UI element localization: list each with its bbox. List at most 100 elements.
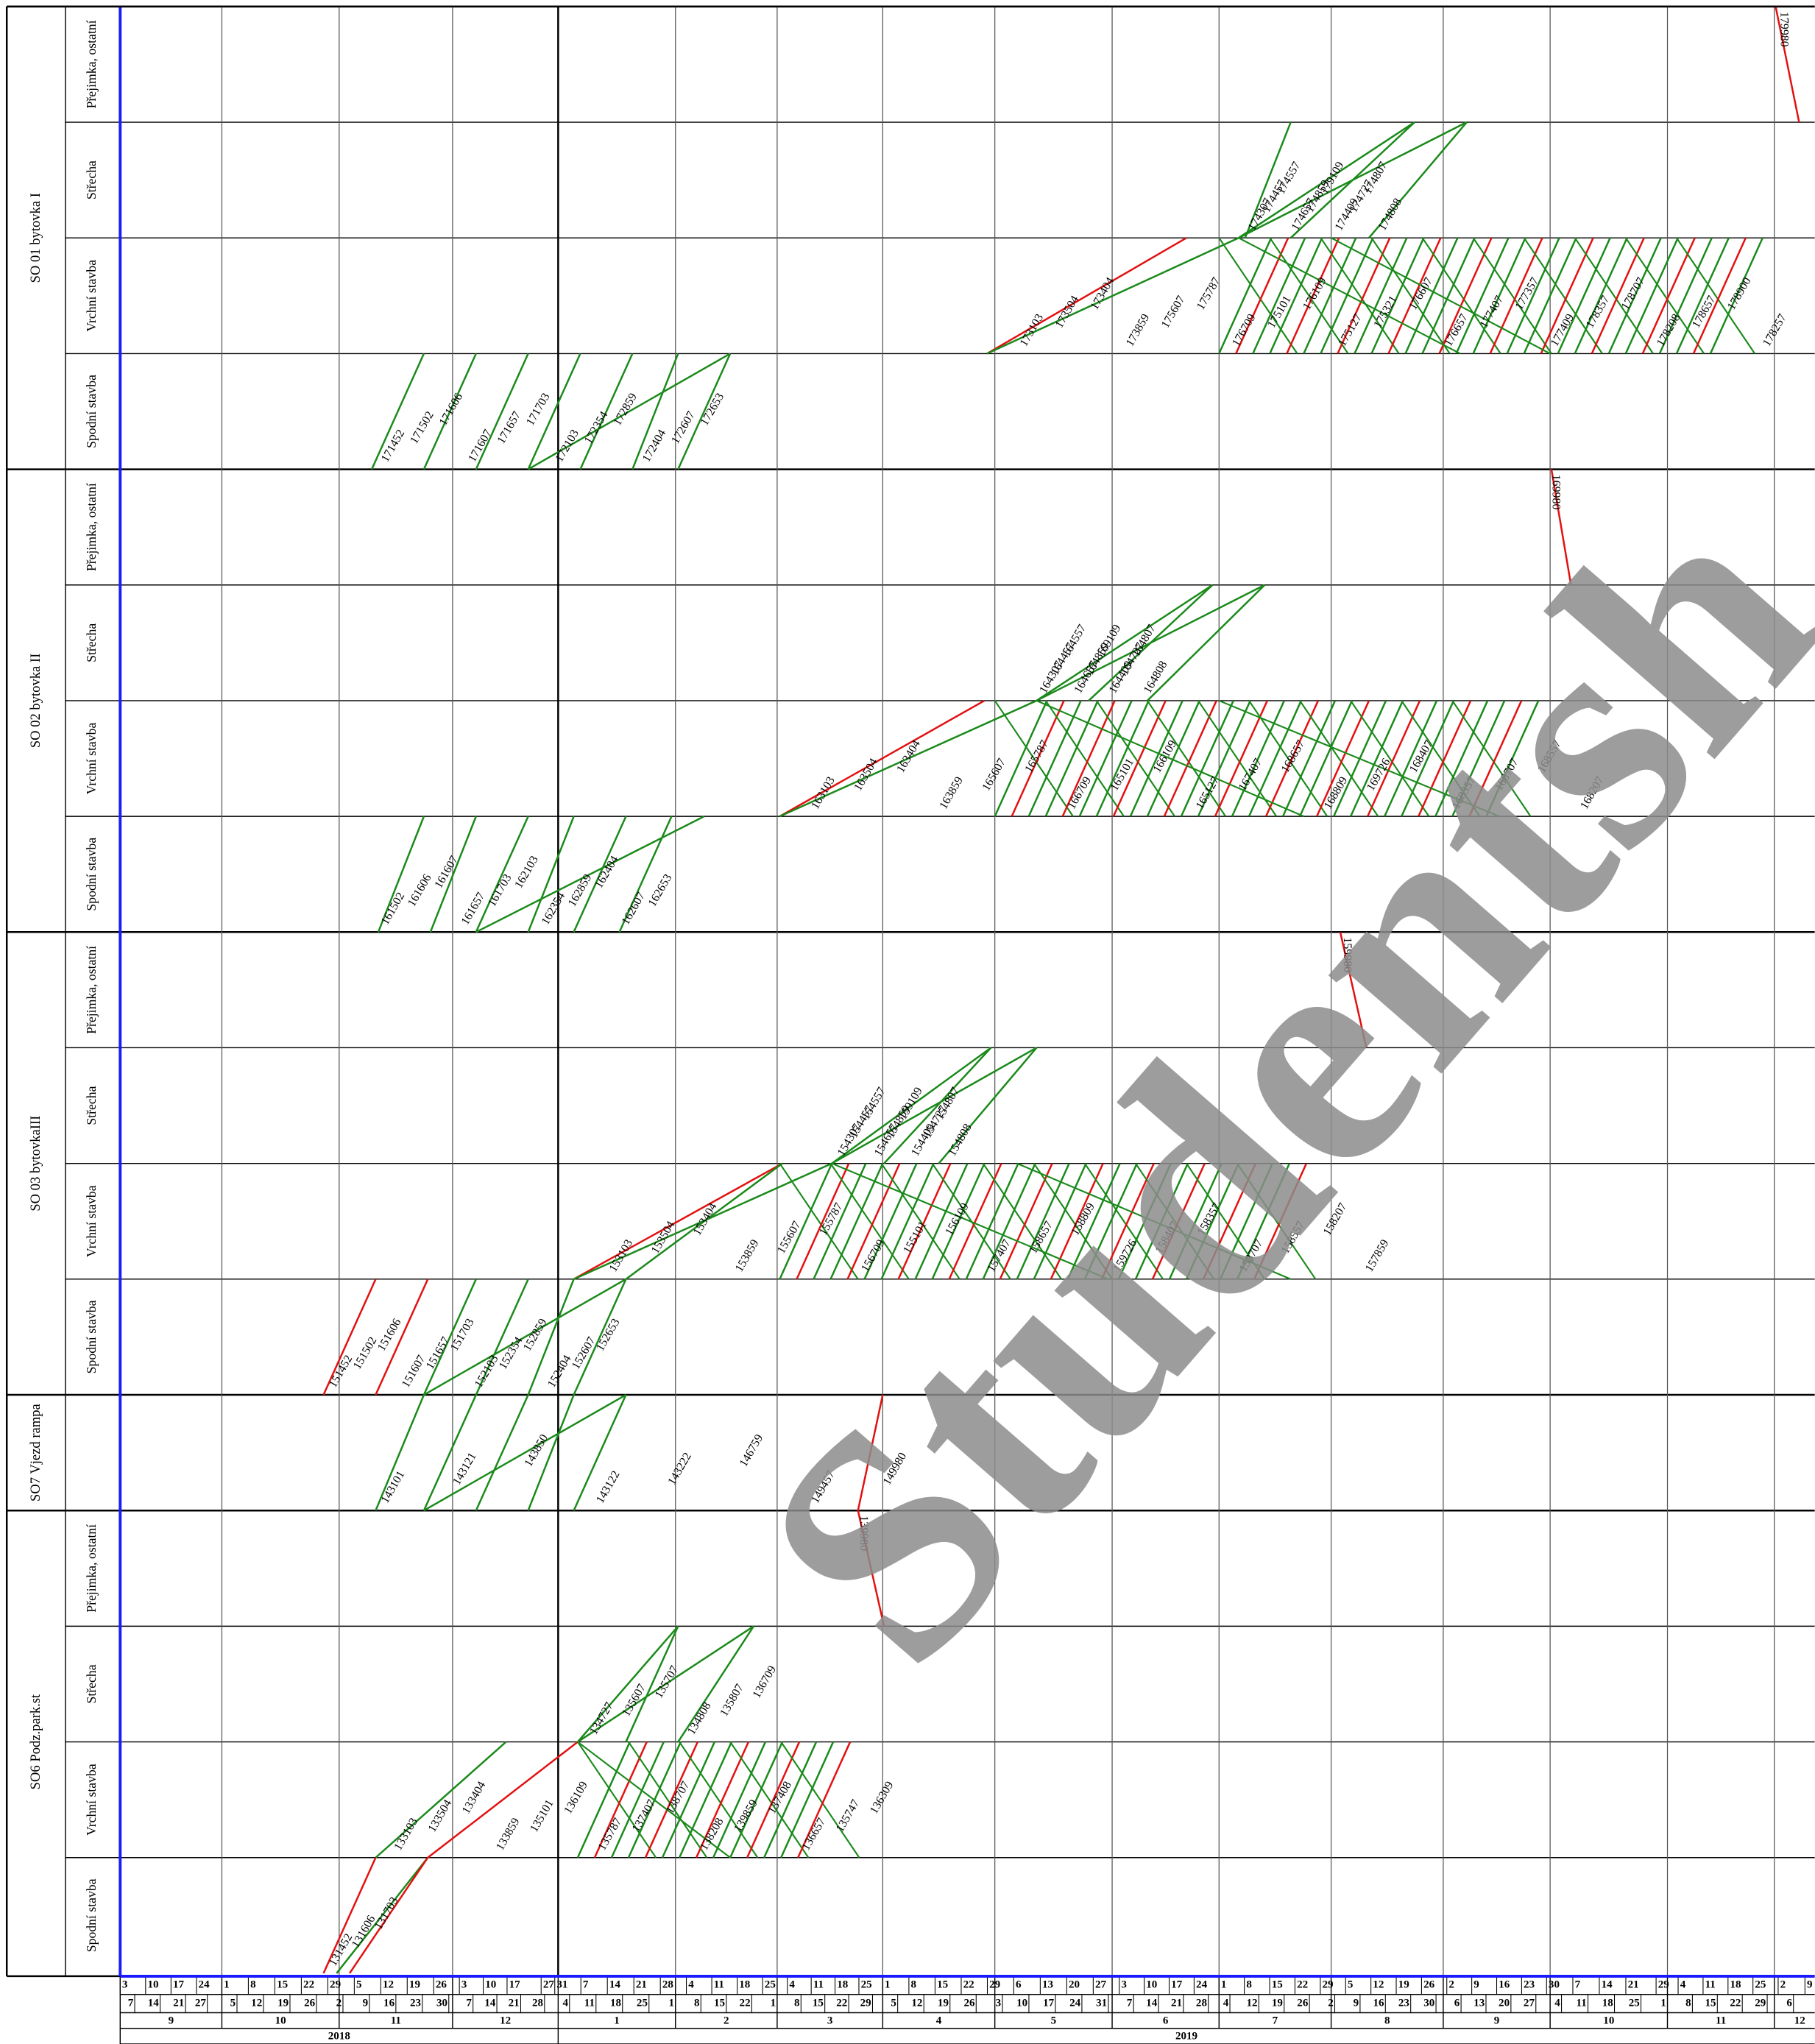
group-name: SO7 Vjezd rampa [28, 1404, 43, 1502]
row-name: Vrchní stavba [84, 1764, 99, 1836]
activity-line [1135, 1163, 1215, 1280]
activity-line [370, 353, 425, 470]
week-label-bottom: 20 [1499, 1998, 1510, 2009]
activity-line [1100, 1163, 1155, 1280]
group-name: SO6 Podz.park.st [28, 1694, 43, 1789]
week-label-top: 19 [1398, 1979, 1409, 1991]
week-label-top: 11 [1705, 1979, 1716, 1991]
week-label-top: 9 [1473, 1979, 1479, 1991]
activity-line [625, 1625, 679, 1743]
week-label-bottom: 5 [891, 1998, 896, 2009]
activity-line [1011, 700, 1065, 817]
week-label-top: 16 [1499, 1979, 1510, 1991]
activity-line [779, 1163, 859, 1280]
row-name: Střecha [84, 160, 99, 199]
week-label-top: 23 [1524, 1979, 1535, 1991]
week-label-top: 8 [911, 1979, 917, 1991]
activity-line [857, 1394, 884, 1511]
activity-line [1299, 700, 1379, 817]
activity-line [427, 1741, 579, 1859]
week-label-bottom: 15 [813, 1998, 824, 2009]
activity-line [1574, 237, 1654, 354]
week-label-top: 15 [937, 1979, 948, 1991]
week-label-bottom: 12 [251, 1998, 262, 2009]
week-label-bottom: 28 [532, 1998, 544, 2009]
activity-line [1050, 1163, 1104, 1280]
activity-line [573, 1162, 783, 1280]
activity-line [1401, 700, 1455, 817]
activity-line [1066, 1163, 1121, 1280]
grid: Přejimka, ostatní Střecha Vrchní stavba Spo… [5, 5, 1815, 2044]
week-label-bottom: 12 [1247, 1998, 1258, 2009]
week-label-bottom: 30 [436, 1998, 447, 2009]
activity-line [779, 1163, 833, 1280]
activities [322, 6, 1800, 1974]
activity-line [1016, 1163, 1070, 1280]
activity-line [573, 1279, 627, 1396]
week-label-top: 2 [1448, 1979, 1454, 1991]
activity-line [1238, 237, 1461, 355]
activity-line [1591, 237, 1645, 354]
activity-line [579, 353, 634, 470]
week-label-bottom: 22 [1730, 1998, 1741, 2009]
activity-line [1202, 1163, 1256, 1280]
activity-line [422, 1279, 477, 1396]
activity-line [829, 1163, 910, 1280]
activity-line [1289, 121, 1415, 239]
week-label-top: 18 [837, 1979, 849, 1991]
activity-line [780, 1741, 860, 1859]
activity-line [678, 1741, 733, 1859]
activity-line [897, 1163, 952, 1280]
activity-line [1231, 700, 1285, 817]
activity-line [475, 816, 529, 933]
month-label: 2 [723, 2015, 729, 2026]
week-label-bottom: 12 [911, 1998, 922, 2009]
activity-line [1489, 237, 1543, 354]
activity-line [712, 1741, 767, 1859]
activity-line [1370, 237, 1425, 354]
activity-line [1421, 237, 1501, 354]
activity-line [628, 1741, 708, 1859]
activity-line [336, 1856, 429, 1974]
week-label-top: 10 [485, 1979, 496, 1991]
activity-line [883, 1047, 992, 1164]
week-label-bottom: 1 [1660, 1998, 1666, 2009]
activity-line [1269, 237, 1349, 354]
activity-line [527, 1394, 575, 1511]
activity-line [831, 1047, 992, 1164]
task-label: 139980 [857, 1516, 870, 1551]
activity-line [1117, 1163, 1172, 1280]
row-name: Vrchní stavba [84, 260, 99, 332]
activity-line [779, 699, 986, 818]
month-label: 5 [1051, 2015, 1057, 2026]
month-label: 12 [500, 2015, 511, 2026]
year-label: 2019 [1175, 2031, 1197, 2043]
activity-line [1286, 237, 1340, 354]
week-label-top: 2 [1780, 1979, 1786, 1991]
week-label-bottom: 19 [938, 1998, 949, 2009]
week-label-top: 29 [1323, 1979, 1334, 1991]
activity-line [1036, 699, 1304, 818]
week-label-bottom: 27 [195, 1998, 207, 2009]
activity-line [1147, 584, 1266, 701]
week-label-bottom: 2 [336, 1998, 342, 2009]
row-name: Vrchní stavba [84, 723, 99, 795]
activity-line [573, 816, 627, 933]
activity-line [1624, 237, 1679, 354]
activity-line [348, 1857, 429, 1974]
activity-line [644, 1741, 698, 1859]
week-label-bottom: 9 [1354, 1998, 1359, 2009]
activity-line [729, 1741, 784, 1859]
week-label-bottom: 4 [1223, 1998, 1229, 2009]
week-label-top: 1 [224, 1979, 230, 1991]
activity-line [1370, 237, 1451, 354]
activity-line [982, 1163, 1036, 1280]
week-label-bottom: 3 [996, 1998, 1002, 2009]
activity-line [1506, 237, 1560, 354]
activity-line [322, 1857, 377, 1974]
activity-line [1339, 932, 1368, 1048]
group-name: SO 01 bytovka I [28, 193, 43, 283]
activity-line [1129, 700, 1184, 817]
week-label-top: 19 [409, 1979, 420, 1991]
week-label-bottom: 9 [363, 1998, 369, 2009]
